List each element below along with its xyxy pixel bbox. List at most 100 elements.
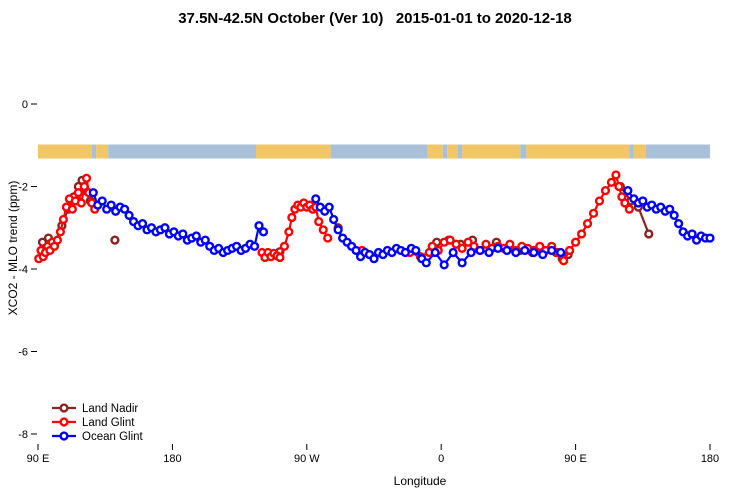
- data-point-ocean-glint: [191, 231, 201, 241]
- data-point-land-glint: [55, 227, 66, 237]
- map-strip-ocean-segment: [442, 144, 448, 159]
- y-tick-label: -2: [18, 182, 28, 194]
- data-point-ocean-glint: [529, 247, 539, 258]
- map-strip-land-segment: [633, 144, 646, 159]
- map-strip-ocean-segment: [457, 144, 463, 159]
- data-point-land-glint: [614, 181, 624, 192]
- data-point-ocean-glint: [511, 247, 521, 258]
- y-tick-label: -4: [18, 264, 28, 276]
- data-point-ocean-glint: [137, 219, 148, 229]
- data-point-land-glint: [79, 181, 89, 192]
- data-point-ocean-glint: [421, 258, 431, 268]
- data-point-land-glint: [52, 235, 63, 245]
- data-point-land-glint: [314, 216, 324, 227]
- data-point-land-glint: [463, 237, 473, 247]
- map-strip-land-segment: [38, 144, 92, 159]
- data-point-ocean-glint: [333, 225, 343, 235]
- data-point-land-glint: [275, 252, 285, 263]
- data-point-ocean-glint: [439, 260, 449, 270]
- data-point-ocean-glint: [430, 247, 440, 258]
- map-strip-ocean-segment: [629, 144, 634, 159]
- data-point-land-nadir: [110, 235, 120, 245]
- legend-label: Land Nadir: [82, 403, 138, 415]
- data-point-land-glint: [445, 235, 455, 245]
- data-point-ocean-glint: [484, 247, 494, 258]
- legend-marker: [59, 417, 69, 427]
- legend-label: Ocean Glint: [82, 431, 144, 443]
- data-point-land-glint: [570, 237, 581, 247]
- map-strip-land-segment: [96, 144, 109, 159]
- data-point-land-nadir: [644, 229, 654, 239]
- data-point-ocean-glint: [97, 196, 107, 206]
- data-point-ocean-glint: [120, 204, 130, 214]
- data-point-ocean-glint: [160, 223, 170, 233]
- chart-title: 37.5N-42.5N October (Ver 10) 2015-01-01 …: [178, 10, 572, 27]
- map-strip-land-segment: [256, 144, 331, 159]
- data-point-ocean-glint: [466, 247, 476, 258]
- y-tick-label: -6: [18, 347, 28, 359]
- data-point-ocean-glint: [411, 245, 421, 256]
- data-point-ocean-glint: [88, 188, 98, 198]
- legend-marker: [59, 403, 69, 413]
- data-point-ocean-glint: [493, 243, 503, 253]
- map-strip-land-segment: [447, 144, 458, 159]
- data-point-ocean-glint: [448, 247, 458, 258]
- data-point-ocean-glint: [520, 245, 530, 256]
- data-point-ocean-glint: [547, 245, 557, 256]
- data-point-land-glint: [318, 225, 328, 235]
- y-tick-label: 0: [22, 99, 28, 111]
- map-strip-ocean-segment: [520, 144, 527, 159]
- data-point-ocean-glint: [665, 204, 675, 214]
- data-point-ocean-glint: [556, 247, 566, 258]
- data-point-ocean-glint: [687, 229, 697, 239]
- data-point-land-glint: [81, 173, 92, 183]
- data-point-ocean-glint: [106, 200, 116, 210]
- data-point-land-glint: [620, 198, 630, 208]
- data-point-land-glint: [279, 241, 290, 251]
- data-point-ocean-glint: [329, 214, 339, 225]
- data-point-land-glint: [457, 243, 467, 253]
- data-point-land-glint: [287, 212, 297, 223]
- map-strip-ocean-segment: [330, 144, 428, 159]
- data-point-ocean-glint: [705, 233, 715, 243]
- data-point-land-glint: [76, 198, 86, 208]
- x-tick-label: 90 E: [27, 453, 50, 465]
- data-point-ocean-glint: [324, 202, 334, 212]
- map-strip-land-segment: [462, 144, 521, 159]
- data-point-land-glint: [481, 239, 491, 249]
- data-point-ocean-glint: [538, 249, 548, 260]
- data-point-land-glint: [323, 233, 333, 243]
- data-point-land-glint: [606, 177, 617, 187]
- data-point-ocean-glint: [258, 227, 269, 237]
- data-point-ocean-glint: [623, 186, 633, 196]
- x-tick-label: 180: [163, 453, 181, 465]
- data-point-land-glint: [67, 204, 77, 214]
- data-point-land-glint: [588, 208, 599, 218]
- data-point-ocean-glint: [369, 254, 379, 264]
- data-point-land-glint: [594, 196, 605, 206]
- data-point-ocean-glint: [475, 245, 485, 256]
- data-point-ocean-glint: [311, 194, 321, 204]
- data-point-ocean-glint: [178, 229, 188, 239]
- data-point-land-glint: [582, 219, 593, 229]
- data-point-ocean-glint: [254, 221, 264, 231]
- data-point-ocean-glint: [669, 210, 679, 220]
- data-point-ocean-glint: [249, 241, 260, 251]
- y-tick-label: -8: [18, 429, 28, 441]
- data-point-land-glint: [284, 227, 294, 237]
- x-tick-label: 90 E: [564, 453, 587, 465]
- data-point-ocean-glint: [674, 219, 684, 229]
- map-strip-ocean-segment: [645, 144, 710, 159]
- data-point-land-glint: [611, 170, 621, 180]
- x-tick-label: 180: [701, 453, 719, 465]
- x-axis-label: Longitude: [393, 474, 447, 488]
- legend-label: Land Glint: [82, 417, 135, 429]
- data-point-land-glint: [576, 229, 587, 239]
- data-point-land-glint: [451, 239, 461, 249]
- data-point-ocean-glint: [502, 245, 512, 256]
- x-tick-label: 0: [438, 453, 444, 465]
- legend-marker: [59, 431, 69, 441]
- map-strip-land-segment: [526, 144, 630, 159]
